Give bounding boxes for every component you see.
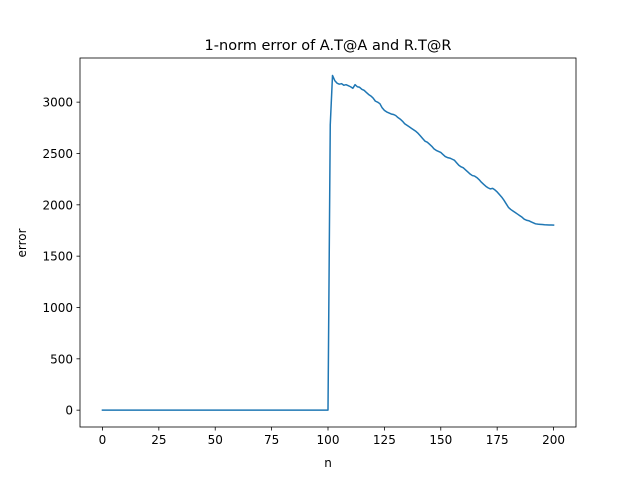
y-axis-label: error (15, 228, 29, 257)
y-tick-label-2500: 2500 (42, 147, 73, 161)
plot-area: 0 25 50 75 100 125 150 175 200050010001500200025… (42, 57, 577, 447)
x-tick-label-200: 200 (542, 433, 565, 447)
chart-title: 1-norm error of A.T@A and R.T@R (205, 38, 452, 54)
x-tick-label-0: 0 (99, 433, 107, 447)
y-tick-label-2000: 2000 (42, 198, 73, 212)
y-tick-label-3000: 3000 (42, 96, 73, 110)
x-axis-label: n (324, 456, 332, 470)
x-tick-label-50: 50 (208, 433, 223, 447)
x-tick-label-25: 25 (151, 433, 166, 447)
y-tick-label-1000: 1000 (42, 301, 73, 315)
y-tick-label-0: 0 (65, 404, 73, 418)
x-tick-label-75: 75 (264, 433, 279, 447)
y-tick-label-1500: 1500 (42, 250, 73, 264)
x-tick-label-100: 100 (317, 433, 340, 447)
x-tick-label-175: 175 (486, 433, 509, 447)
x-tick-label-125: 125 (373, 433, 396, 447)
y-tick-label-500: 500 (50, 352, 73, 366)
x-tick-label-150: 150 (429, 433, 452, 447)
series-line-0 (101, 74, 555, 411)
